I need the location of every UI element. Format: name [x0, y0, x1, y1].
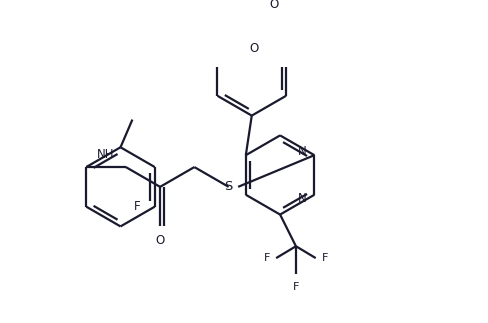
Text: F: F [264, 253, 270, 263]
Text: NH: NH [97, 148, 115, 161]
Text: F: F [293, 282, 299, 292]
Text: S: S [224, 180, 233, 193]
Text: F: F [134, 200, 141, 213]
Text: N: N [298, 145, 306, 158]
Text: O: O [269, 0, 279, 11]
Text: F: F [322, 253, 328, 263]
Text: N: N [298, 192, 306, 205]
Text: O: O [156, 234, 165, 247]
Text: O: O [249, 42, 258, 55]
